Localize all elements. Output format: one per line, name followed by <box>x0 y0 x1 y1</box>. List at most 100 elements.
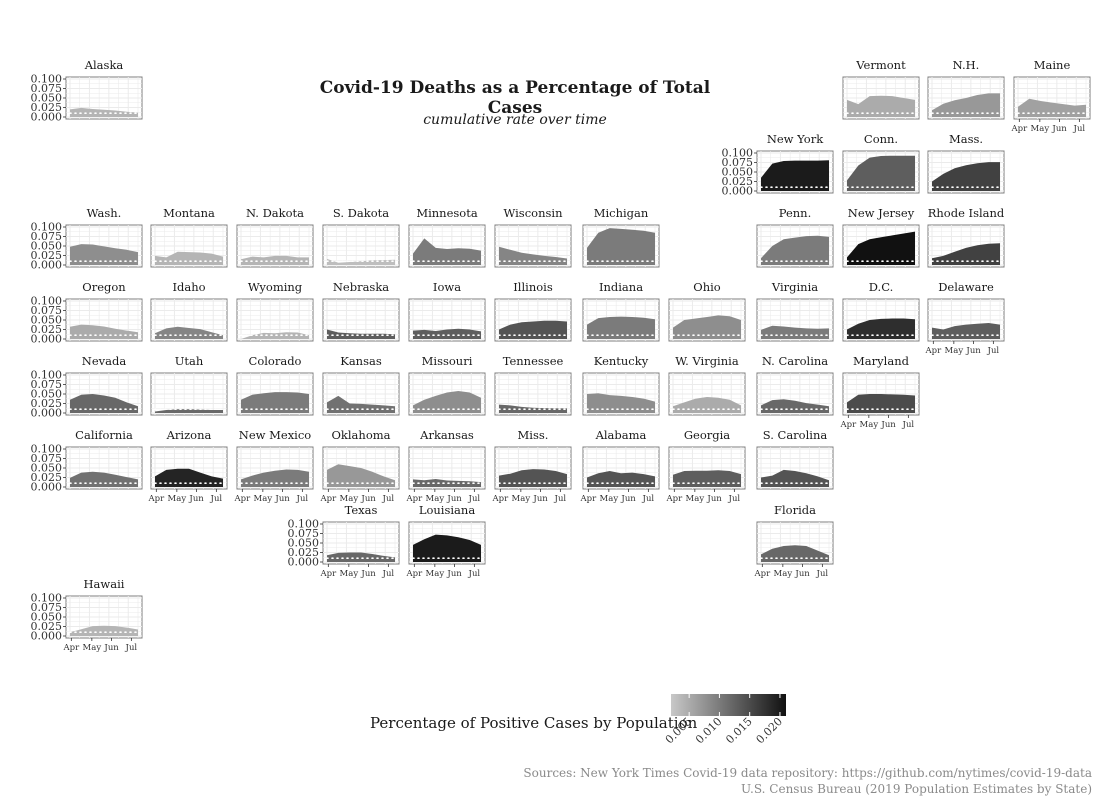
x-tick-label: Apr <box>62 643 80 653</box>
panel-label-montana: Montana <box>163 206 215 220</box>
panel-s-carolina: S. Carolina <box>756 428 834 490</box>
x-tick-label: Jun <box>620 494 636 504</box>
panel-utah: Utah <box>150 354 228 416</box>
panel-wyoming: Wyoming <box>236 280 314 342</box>
x-tick-label: May <box>686 494 705 504</box>
y-tick-label: 0.075 <box>31 304 63 317</box>
area-tennessee <box>499 404 567 413</box>
panel-label-hawaii: Hawaii <box>84 577 125 591</box>
x-tick-label: Jul <box>382 569 395 579</box>
panel-label-vermont: Vermont <box>855 58 906 72</box>
x-tick-label: May <box>512 494 531 504</box>
panel-label-oklahoma: Oklahoma <box>331 428 390 442</box>
x-tick-label: Jun <box>103 643 119 653</box>
y-tick-label: 0.100 <box>288 518 320 531</box>
panel-new-mexico: New Mexico Apr May Jun Jul <box>233 428 314 504</box>
panel-label-w-virginia: W. Virginia <box>675 354 739 368</box>
y-tick-label: 0.025 <box>31 471 63 484</box>
area-colorado <box>241 392 309 413</box>
panel-label-maryland: Maryland <box>853 354 910 368</box>
area-ohio <box>673 315 741 339</box>
panel-georgia: Georgia Apr May Jun Jul <box>665 428 746 504</box>
panel-missouri: Missouri <box>408 354 486 416</box>
area-n-h <box>932 93 1000 117</box>
y-tick-label: 0.050 <box>31 462 63 475</box>
x-tick-label: Jul <box>296 494 309 504</box>
x-tick-label: Jun <box>706 494 722 504</box>
y-tick-label: 0.025 <box>31 397 63 410</box>
x-tick-label: Apr <box>753 569 771 579</box>
x-tick-label: Apr <box>924 346 942 356</box>
y-tick-label: 0.025 <box>31 323 63 336</box>
x-tick-label: Apr <box>233 494 251 504</box>
panel-maryland: Maryland Apr May Jun Jul <box>839 354 920 430</box>
area-hawaii <box>70 625 138 636</box>
panel-label-wyoming: Wyoming <box>248 280 303 294</box>
y-tick-label: 0.100 <box>31 295 63 308</box>
panel-label-alaska: Alaska <box>84 58 124 72</box>
panel-label-arkansas: Arkansas <box>419 428 474 442</box>
y-tick-label: 0.050 <box>31 314 63 327</box>
y-tick-label: 0.050 <box>722 166 754 179</box>
panel-label-utah: Utah <box>175 354 204 368</box>
x-tick-label: Apr <box>491 494 509 504</box>
area-d-c <box>847 318 915 339</box>
panel-label-iowa: Iowa <box>433 280 461 294</box>
x-tick-label: May <box>254 494 273 504</box>
area-texas <box>327 552 395 562</box>
panel-minnesota: Minnesota <box>408 206 486 268</box>
panel-n-h: N.H. <box>927 58 1005 120</box>
y-tick-label: 0.100 <box>31 73 63 86</box>
x-tick-label: Jul <box>1073 124 1086 134</box>
y-tick-label: 0.075 <box>31 601 63 614</box>
y-tick-label: 0.100 <box>31 443 63 456</box>
panel-iowa: Iowa <box>408 280 486 342</box>
panel-arkansas: Arkansas Apr May Jun Jul <box>405 428 486 504</box>
panel-label-virginia: Virginia <box>771 280 818 294</box>
area-minnesota <box>413 238 481 265</box>
area-utah <box>155 409 223 413</box>
y-tick-label: 0.000 <box>288 556 320 569</box>
legend-tick-label: 0.020 <box>754 715 785 746</box>
x-tick-label: Apr <box>147 494 165 504</box>
panel-label-new-york: New York <box>767 132 824 146</box>
y-tick-label: 0.075 <box>288 527 320 540</box>
x-tick-label: May <box>1031 124 1050 134</box>
x-tick-label: Jun <box>188 494 204 504</box>
panel-oklahoma: Oklahoma Apr May Jun Jul <box>319 428 400 504</box>
panel-label-miss: Miss. <box>518 428 549 442</box>
y-tick-label: 0.000 <box>722 185 754 198</box>
y-tick-label: 0.050 <box>31 92 63 105</box>
panel-n-carolina: N. Carolina <box>756 354 834 416</box>
panel-new-jersey: New Jersey <box>842 206 920 268</box>
x-tick-label: May <box>600 494 619 504</box>
y-tick-label: 0.075 <box>722 156 754 169</box>
x-tick-label: Jun <box>360 494 376 504</box>
panel-louisiana: Louisiana Apr May Jun Jul <box>405 503 486 579</box>
panel-label-kentucky: Kentucky <box>594 354 649 368</box>
chart-subtitle: cumulative rate over time <box>423 112 607 128</box>
x-tick-label: Jul <box>382 494 395 504</box>
area-kentucky <box>587 393 655 413</box>
source-caption-line-2: U.S. Census Bureau (2019 Population Esti… <box>741 782 1092 796</box>
panel-ohio: Ohio <box>668 280 746 342</box>
area-mass <box>932 162 1000 191</box>
panel-label-s-dakota: S. Dakota <box>333 206 389 220</box>
panel-label-penn: Penn. <box>779 206 812 220</box>
x-tick-label: May <box>168 494 187 504</box>
area-oklahoma <box>327 464 395 487</box>
panel-michigan: Michigan <box>582 206 660 268</box>
y-tick-label: 0.050 <box>31 388 63 401</box>
y-tick-label: 0.000 <box>31 481 63 494</box>
x-tick-label: Jul <box>902 420 915 430</box>
y-tick-label: 0.050 <box>31 611 63 624</box>
y-tick-label: 0.000 <box>31 333 63 346</box>
area-new-york <box>761 160 829 191</box>
area-conn <box>847 155 915 191</box>
y-tick-label: 0.100 <box>31 369 63 382</box>
x-tick-label: Jun <box>360 569 376 579</box>
